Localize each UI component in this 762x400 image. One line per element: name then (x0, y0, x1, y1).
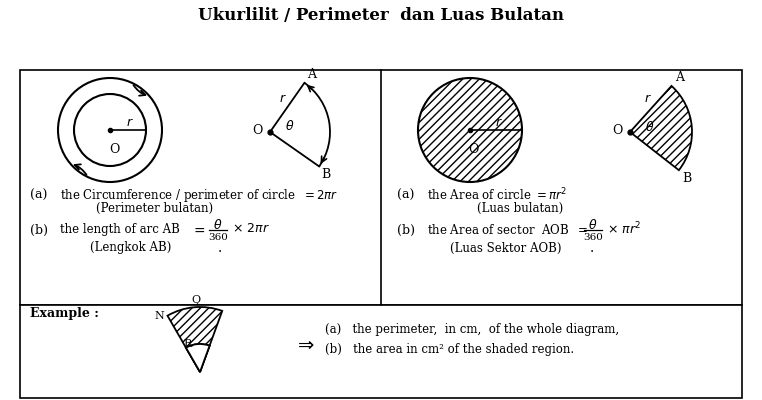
Text: .: . (590, 241, 594, 255)
Text: (Lengkok AB): (Lengkok AB) (90, 242, 171, 254)
Text: (Luas Sektor AOB): (Luas Sektor AOB) (450, 242, 562, 254)
Text: (b): (b) (30, 224, 48, 236)
Text: $\theta$: $\theta$ (213, 218, 223, 232)
Text: the length of arc AB: the length of arc AB (60, 224, 180, 236)
Wedge shape (418, 78, 522, 182)
Text: O: O (109, 143, 119, 156)
Text: the Area of circle $= \pi r^2$: the Area of circle $= \pi r^2$ (427, 187, 568, 203)
Text: the Circumference / perimeter of circle  $= 2\pi r$: the Circumference / perimeter of circle … (60, 186, 338, 204)
Text: $\theta$: $\theta$ (588, 218, 597, 232)
Text: 360: 360 (583, 232, 603, 242)
Wedge shape (168, 307, 223, 372)
Wedge shape (186, 344, 210, 372)
Wedge shape (186, 344, 210, 372)
Text: (b): (b) (397, 224, 415, 236)
Text: Example :: Example : (30, 306, 99, 320)
Text: $r$: $r$ (126, 116, 134, 130)
Text: Ukurlilit / Perimeter  dan Luas Bulatan: Ukurlilit / Perimeter dan Luas Bulatan (198, 7, 564, 24)
Text: $\times \ 2\pi r$: $\times \ 2\pi r$ (232, 222, 270, 236)
Text: O: O (612, 124, 623, 136)
Text: (b)   the area in cm² of the shaded region.: (b) the area in cm² of the shaded region… (325, 344, 574, 356)
Text: (a): (a) (397, 188, 415, 202)
Text: B: B (322, 168, 331, 181)
Text: B: B (682, 172, 691, 185)
Text: $\theta$: $\theta$ (645, 120, 655, 134)
Text: $=$: $=$ (190, 223, 206, 237)
Bar (20, 70, 742, 305)
Text: R: R (184, 339, 192, 349)
Text: (Perimeter bulatan): (Perimeter bulatan) (97, 202, 213, 214)
Text: $\theta$: $\theta$ (285, 119, 295, 133)
Text: A: A (675, 72, 684, 84)
Text: the Area of sector  AOB  $=$: the Area of sector AOB $=$ (427, 223, 588, 237)
Text: 360: 360 (208, 232, 228, 242)
Text: $r$: $r$ (279, 92, 287, 106)
Text: $\Rightarrow$: $\Rightarrow$ (294, 336, 315, 354)
Text: (a): (a) (30, 188, 47, 202)
Text: O: O (468, 143, 479, 156)
Text: Q: Q (192, 295, 201, 305)
Text: (Luas bulatan): (Luas bulatan) (477, 202, 563, 214)
Text: O: O (251, 124, 262, 136)
Text: $r$: $r$ (495, 116, 503, 128)
Text: .: . (218, 241, 223, 255)
Text: $\times \ \pi r^2$: $\times \ \pi r^2$ (607, 221, 642, 237)
Text: (a)   the perimeter,  in cm,  of the whole diagram,: (a) the perimeter, in cm, of the whole d… (325, 324, 619, 336)
Bar (20, 305, 742, 398)
Text: $r$: $r$ (644, 92, 652, 105)
Text: A: A (307, 68, 316, 81)
Wedge shape (630, 86, 692, 170)
Text: N: N (155, 311, 165, 321)
